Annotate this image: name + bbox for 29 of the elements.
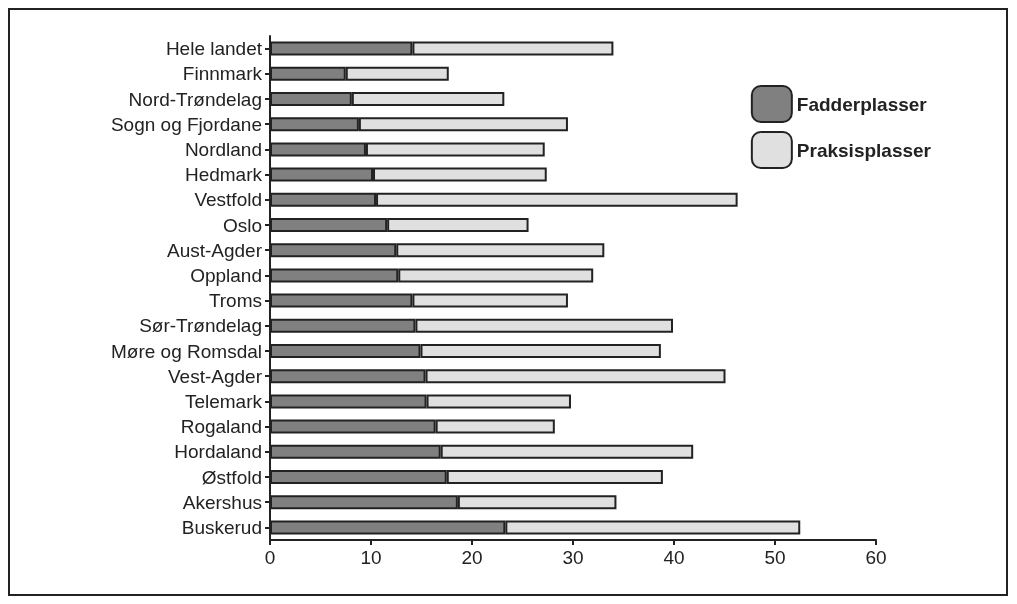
y-tick-label: Telemark [184, 390, 263, 412]
x-tick-label: 20 [461, 547, 483, 568]
y-tick-label: Sør-Trøndelag [139, 315, 262, 337]
y-tick-label: Finnmark [182, 63, 263, 85]
y-tick-label: Nordland [184, 138, 262, 160]
legend-label: Praksisplasser [796, 139, 932, 161]
y-tick-label: Oslo [222, 214, 262, 236]
y-tick-label: Vest-Agder [168, 365, 263, 387]
y-tick-label: Aust-Agder [166, 239, 263, 261]
legend-label: Fadderplasser [796, 93, 928, 115]
y-tick-label: Troms [208, 290, 262, 312]
x-tick-label: 50 [764, 547, 786, 568]
y-tick-label: Oppland [190, 264, 262, 286]
y-tick-label: Hele landet [165, 38, 263, 60]
y-tick-label: Rogaland [180, 416, 262, 438]
x-tick-label: 40 [663, 547, 685, 568]
y-tick-label: Nord-Trøndelag [128, 88, 262, 110]
y-tick-label: Hordaland [174, 441, 262, 463]
x-tick-label: 10 [360, 547, 382, 568]
x-tick-label: 30 [562, 547, 584, 568]
x-tick-label: 0 [264, 547, 276, 568]
x-tick-label: 60 [865, 547, 887, 568]
y-tick-label: Møre og Romsdal [111, 340, 262, 362]
y-tick-label: Hedmark [184, 164, 263, 186]
y-tick-label: Sogn og Fjordane [110, 113, 262, 135]
y-tick-label: Buskerud [181, 516, 262, 538]
y-tick-label: Vestfold [194, 189, 262, 211]
y-tick-label: Østfold [201, 466, 262, 488]
y-tick-label: Akershus [182, 491, 262, 513]
